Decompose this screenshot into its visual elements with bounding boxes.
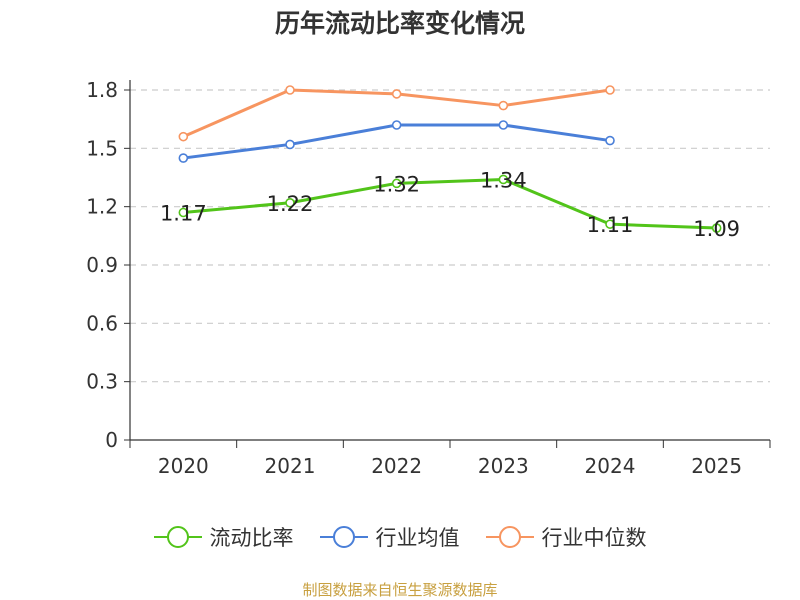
data-point [391,178,402,189]
data-point [391,89,402,99]
data-point [178,207,189,218]
legend-item-current-ratio[interactable]: 流动比率 [153,522,294,552]
data-label: 1.17 [160,202,207,226]
legend-label: 行业均值 [375,526,460,550]
legend-label: 行业中位数 [541,526,647,550]
chart-title: 历年流动比率变化情况 [274,9,525,38]
x-tick-label: 2025 [691,454,742,478]
x-tick-label: 2023 [478,454,529,478]
series-line [183,123,611,160]
data-point [178,131,189,142]
x-tick-label: 2021 [265,454,316,478]
legend-label: 流动比率 [209,526,294,550]
y-tick-label: 1.8 [86,78,118,102]
data-point [391,120,402,130]
data-label: 1.22 [267,192,314,216]
data-label: 1.32 [373,172,420,196]
data-point [498,100,509,111]
y-tick-label: 0.3 [86,370,118,394]
data-label: 1.11 [587,213,634,237]
y-tick-label: 1.2 [86,195,118,219]
y-tick-label: 0.6 [86,311,118,335]
data-point [711,223,722,233]
data-point [605,85,615,95]
x-tick-label: 2022 [371,454,422,478]
legend-item-industry-average[interactable]: 行业均值 [319,522,460,552]
legend-item-industry-median[interactable]: 行业中位数 [485,522,647,552]
data-point [498,174,509,185]
data-point [498,120,509,130]
y-tick-label: 0 [105,428,118,452]
data-point [605,219,615,229]
data-point [285,85,295,95]
x-tick-label: 2024 [585,454,636,478]
source-note: 制图数据来自恒生聚源数据库 [302,581,498,599]
data-label: 1.09 [693,217,740,241]
y-tick-label: 0.9 [86,253,118,277]
legend-marker-icon [319,526,368,548]
data-point [178,153,189,163]
series-line [183,177,717,230]
data-point [285,139,295,150]
data-point [605,135,615,146]
y-tick-label: 1.5 [86,136,118,160]
legend: 流动比率 行业均值 行业中位数 [0,520,800,554]
data-point [285,197,295,208]
legend-marker-icon [153,526,202,548]
data-label: 1.34 [480,168,527,192]
x-tick-label: 2020 [158,454,209,478]
legend-marker-icon [485,526,534,548]
